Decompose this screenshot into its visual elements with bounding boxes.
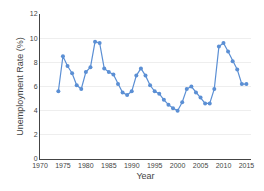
svg-text:0: 0 [34, 155, 38, 162]
svg-text:10: 10 [30, 35, 38, 42]
svg-text:6: 6 [34, 83, 38, 90]
svg-text:1985: 1985 [101, 162, 117, 169]
svg-text:1970: 1970 [32, 162, 48, 169]
svg-text:1995: 1995 [147, 162, 163, 169]
svg-text:4: 4 [34, 107, 38, 114]
svg-text:12: 12 [30, 10, 38, 17]
svg-text:2015: 2015 [239, 162, 255, 169]
svg-text:1990: 1990 [124, 162, 140, 169]
svg-text:8: 8 [34, 59, 38, 66]
svg-text:2010: 2010 [216, 162, 232, 169]
svg-text:Year: Year [136, 171, 154, 181]
svg-text:2: 2 [34, 131, 38, 138]
svg-text:Unemployment Rate (%): Unemployment Rate (%) [15, 37, 25, 136]
svg-text:1975: 1975 [55, 162, 71, 169]
svg-text:2000: 2000 [170, 162, 186, 169]
svg-text:2005: 2005 [193, 162, 209, 169]
svg-text:1980: 1980 [78, 162, 94, 169]
